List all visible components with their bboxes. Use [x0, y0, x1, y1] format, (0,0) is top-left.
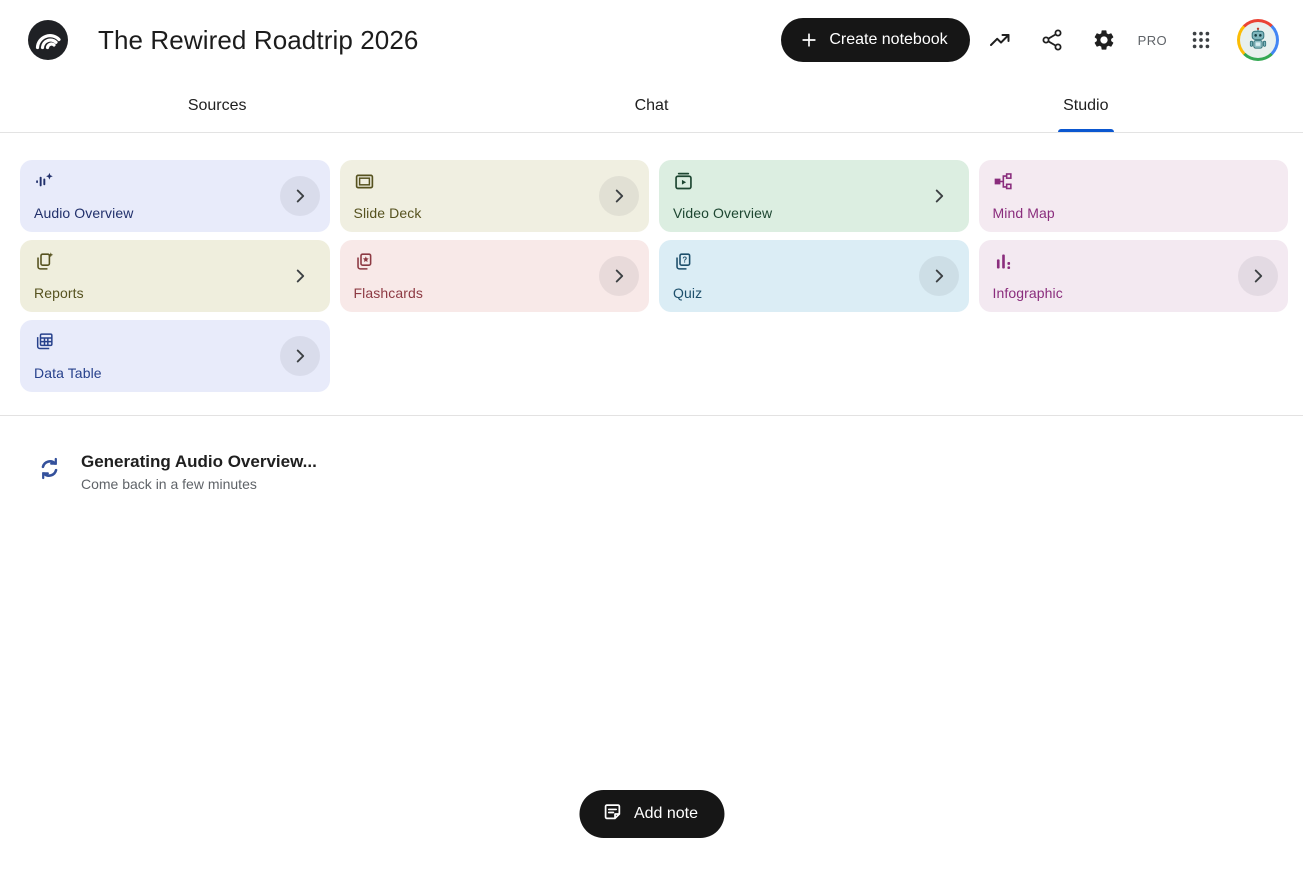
- slide-frame-icon: [354, 171, 636, 192]
- avatar[interactable]: [1237, 19, 1279, 61]
- chevron-right-icon[interactable]: [1238, 256, 1278, 296]
- card-label: Data Table: [34, 365, 102, 381]
- chevron-right-icon[interactable]: [279, 176, 320, 216]
- quiz-question-cards-icon: ?: [673, 251, 955, 272]
- chevron-right-icon[interactable]: [599, 256, 639, 296]
- tab-studio[interactable]: Studio: [869, 80, 1303, 132]
- notebooklm-logo[interactable]: [28, 20, 68, 60]
- panel-tabbar: Sources Chat Studio: [0, 80, 1303, 133]
- plus-icon: [799, 30, 819, 50]
- card-label: Audio Overview: [34, 205, 134, 221]
- sync-refresh-icon: [36, 455, 63, 487]
- card-label: Flashcards: [353, 285, 423, 301]
- studio-card-quiz[interactable]: ? Quiz: [659, 240, 969, 312]
- card-label: Video Overview: [673, 205, 773, 221]
- studio-card-mind-map[interactable]: Mind Map: [978, 160, 1288, 232]
- data-table-grid-icon: [34, 331, 316, 352]
- studio-cards-grid: Audio Overview Slide Deck Video Overview Mi…: [0, 133, 1303, 392]
- add-note-button[interactable]: Add note: [578, 790, 725, 838]
- card-label: Quiz: [673, 285, 703, 301]
- flashcards-star-icon: [354, 251, 636, 272]
- studio-card-infographic[interactable]: Infographic: [978, 240, 1288, 312]
- video-clapper-play-icon: [673, 171, 955, 192]
- pro-badge: PRO: [1137, 32, 1167, 48]
- active-tab-underline: [1057, 129, 1114, 132]
- generating-title: Generating Audio Overview...: [81, 452, 317, 471]
- studio-divider: [0, 415, 1303, 416]
- create-notebook-button[interactable]: Create notebook: [781, 18, 970, 62]
- card-label: Infographic: [992, 285, 1063, 301]
- card-label: Reports: [34, 285, 84, 301]
- audio-waveform-sparkle-icon: [34, 171, 316, 192]
- card-label: Mind Map: [992, 205, 1055, 221]
- chevron-right-icon[interactable]: [919, 176, 959, 216]
- chevron-right-icon[interactable]: [280, 256, 320, 296]
- analytics-trending-up-icon[interactable]: [978, 18, 1022, 62]
- notebook-title[interactable]: The Rewired Roadtrip 2026: [98, 24, 419, 55]
- share-icon[interactable]: [1030, 18, 1074, 62]
- studio-card-flashcards[interactable]: Flashcards: [339, 240, 649, 312]
- studio-card-audio-overview[interactable]: Audio Overview: [20, 160, 330, 232]
- studio-card-reports[interactable]: Reports: [20, 240, 330, 312]
- studio-card-data-table[interactable]: Data Table: [20, 320, 330, 392]
- svg-text:?: ?: [682, 255, 687, 264]
- studio-card-video-overview[interactable]: Video Overview: [659, 160, 969, 232]
- chevron-right-icon[interactable]: [279, 336, 320, 376]
- tab-chat[interactable]: Chat: [434, 80, 868, 132]
- header: The Rewired Roadtrip 2026 Create noteboo…: [0, 0, 1303, 80]
- report-pages-sparkle-icon: [34, 251, 316, 272]
- generating-status-row: Generating Audio Overview... Come back i…: [0, 416, 1303, 492]
- note-icon: [601, 801, 623, 828]
- bar-chart-icon: [993, 251, 1275, 272]
- generating-subtitle: Come back in a few minutes: [81, 476, 257, 492]
- card-label: Slide Deck: [353, 205, 422, 221]
- apps-grid-icon[interactable]: [1179, 18, 1223, 62]
- studio-card-slide-deck[interactable]: Slide Deck: [339, 160, 649, 232]
- mind-map-nodes-icon: [993, 171, 1275, 192]
- avatar-robot-image: [1240, 22, 1276, 58]
- tab-sources[interactable]: Sources: [0, 80, 434, 132]
- chevron-right-icon[interactable]: [918, 256, 959, 296]
- chevron-right-icon[interactable]: [599, 176, 639, 216]
- settings-gear-icon[interactable]: [1082, 18, 1126, 62]
